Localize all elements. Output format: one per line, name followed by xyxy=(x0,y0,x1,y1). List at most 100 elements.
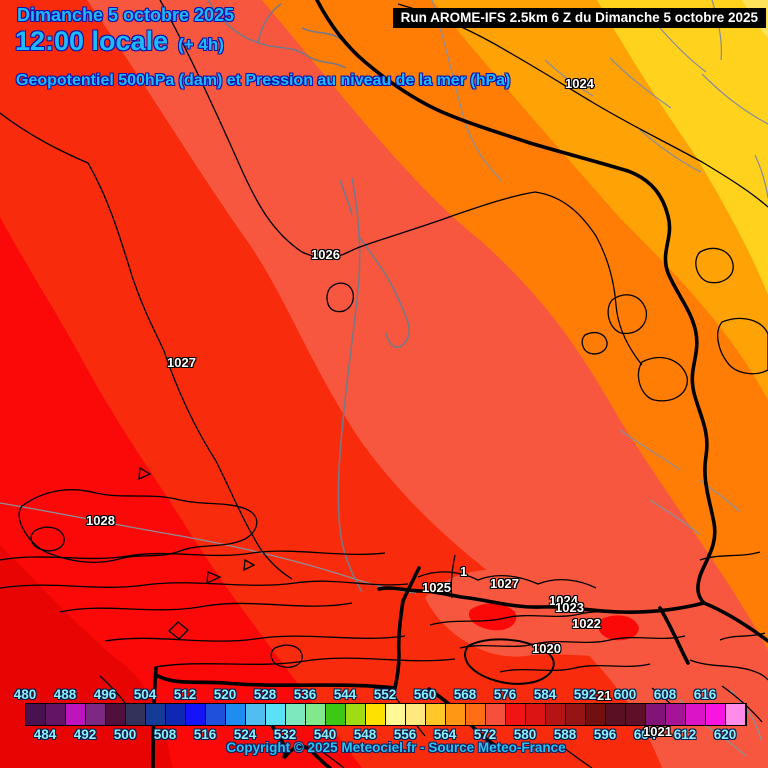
scale-tick: 544 xyxy=(333,687,357,702)
copyright-label: Copyright © 2025 Meteociel.fr - Source M… xyxy=(226,740,566,755)
scale-tick: 580 xyxy=(513,727,537,742)
colorbar-cell xyxy=(726,704,746,725)
isobar-label: 1020 xyxy=(532,641,561,656)
colorbar-cell xyxy=(486,704,506,725)
scale-tick: 620 xyxy=(713,727,737,742)
time-label: 12:00 locale (+ 4h) xyxy=(15,26,224,57)
scale-tick: 516 xyxy=(193,727,217,742)
colorbar-cell xyxy=(606,704,626,725)
scale-tick: 612 xyxy=(673,727,697,742)
colorbar-cell xyxy=(546,704,566,725)
scale-tick: 588 xyxy=(553,727,577,742)
isobar-label: 21 xyxy=(597,688,612,703)
isobar-label: 1022 xyxy=(572,616,601,631)
colorbar-cell xyxy=(366,704,386,725)
scale-tick: 560 xyxy=(413,687,437,702)
scale-tick: 604 xyxy=(633,727,657,742)
rivers xyxy=(207,0,410,593)
scale-tick: 568 xyxy=(453,687,477,702)
scale-tick: 548 xyxy=(353,727,377,742)
terrain-patch xyxy=(425,567,748,657)
isobar-label: 1026 xyxy=(311,247,340,262)
colorbar-cell xyxy=(686,704,706,725)
time-offset: (+ 4h) xyxy=(178,35,224,54)
scale-tick: 596 xyxy=(593,727,617,742)
colorbar-cell xyxy=(86,704,106,725)
colorbar-cell xyxy=(706,704,726,725)
colorbar-cell xyxy=(26,704,46,725)
scale-tick: 608 xyxy=(653,687,677,702)
colorbar-cell xyxy=(666,704,686,725)
isobar-label: 1028 xyxy=(86,513,115,528)
isobar-label: 1025 xyxy=(422,580,451,595)
scale-tick: 488 xyxy=(53,687,77,702)
scale-tick: 540 xyxy=(313,727,337,742)
map-subtitle: Geopotentiel 500hPa (dam) et Pression au… xyxy=(16,72,511,89)
band-bright-red xyxy=(0,217,362,768)
colorbar-cell xyxy=(586,704,606,725)
colorbar-cell xyxy=(306,704,326,725)
colorbar-cell xyxy=(626,704,646,725)
scale-tick: 480 xyxy=(13,687,37,702)
scale-tick: 508 xyxy=(153,727,177,742)
scale-tick: 572 xyxy=(473,727,497,742)
run-info-banner: Run AROME-IFS 2.5km 6 Z du Dimanche 5 oc… xyxy=(392,8,766,28)
terrain-patch xyxy=(468,603,517,631)
colorbar-cell xyxy=(406,704,426,725)
scale-tick: 584 xyxy=(533,687,557,702)
isobar-label: 1024 xyxy=(565,76,594,91)
colorbar-cell xyxy=(66,704,86,725)
scale-tick: 532 xyxy=(273,727,297,742)
date-label: Dimanche 5 octobre 2025 xyxy=(17,5,235,25)
colorbar-cell xyxy=(126,704,146,725)
colorbar-cell xyxy=(466,704,486,725)
colorbar-cell xyxy=(426,704,446,725)
scale-tick: 616 xyxy=(693,687,717,702)
scale-tick: 484 xyxy=(33,727,57,742)
colorbar-cell xyxy=(106,704,126,725)
colorbar-cell xyxy=(166,704,186,725)
isobar-label: 1021 xyxy=(643,724,672,739)
isobar-label: 1027 xyxy=(167,355,196,370)
scale-tick: 492 xyxy=(73,727,97,742)
colorbar-cell xyxy=(386,704,406,725)
colorbar-cell xyxy=(186,704,206,725)
isobar-label: 1023 xyxy=(555,600,584,615)
colorbar-cell xyxy=(266,704,286,725)
colorbar-cell xyxy=(346,704,366,725)
isobar-label: 1 xyxy=(460,564,468,579)
colorbar-cell xyxy=(146,704,166,725)
scale-tick: 536 xyxy=(293,687,317,702)
scale-tick: 520 xyxy=(213,687,237,702)
colorbar-cell xyxy=(506,704,526,725)
scale-tick: 552 xyxy=(373,687,397,702)
scale-tick: 500 xyxy=(113,727,137,742)
colorbar-cell xyxy=(46,704,66,725)
colorbar-cell xyxy=(226,704,246,725)
scale-tick: 564 xyxy=(433,727,457,742)
colorbar xyxy=(25,703,747,726)
colorbar-cell xyxy=(646,704,666,725)
scale-tick: 528 xyxy=(253,687,277,702)
colorbar-cell xyxy=(566,704,586,725)
terrain-patch xyxy=(597,615,639,641)
colorbar-cell xyxy=(246,704,266,725)
scale-tick: 556 xyxy=(393,727,417,742)
scale-tick: 512 xyxy=(173,687,197,702)
scale-tick: 504 xyxy=(133,687,157,702)
colorbar-cell xyxy=(326,704,346,725)
isobar-1020-loop xyxy=(464,638,555,685)
country-borders xyxy=(151,0,768,768)
scale-tick: 576 xyxy=(493,687,517,702)
scale-tick: 592 xyxy=(573,687,597,702)
scale-tick: 496 xyxy=(93,687,117,702)
isobar-label: 1027 xyxy=(490,576,519,591)
colorbar-cell xyxy=(526,704,546,725)
colorbar-cell xyxy=(206,704,226,725)
scale-tick: 524 xyxy=(233,727,257,742)
time-value: 12:00 locale xyxy=(15,26,169,56)
colorbar-cell xyxy=(286,704,306,725)
